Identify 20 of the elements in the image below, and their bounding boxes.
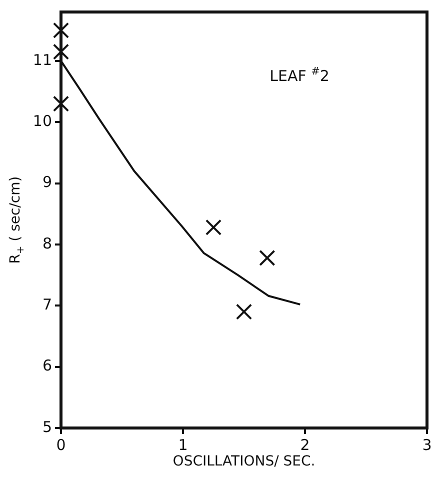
x-tick-label: 1 (178, 436, 188, 454)
y-tick-label: 7 (42, 296, 52, 314)
y-tick-label: 11 (32, 50, 52, 69)
y-tick-label: 8 (42, 234, 52, 252)
x-tick-label: 2 (300, 436, 310, 454)
x-axis-title: OSCILLATIONS/ SEC. (172, 454, 316, 470)
y-tick-label: 6 (42, 356, 52, 375)
point (205, 219, 222, 236)
annotation: LEAF #2 (270, 65, 330, 85)
y-axis-title: R+ ( sec/cm) (8, 176, 26, 264)
point (52, 22, 70, 38)
y-tick-label: 5 (42, 418, 52, 436)
point (236, 304, 252, 320)
y-tick-label: 9 (42, 173, 52, 192)
x-tick-label: 0 (56, 436, 66, 454)
point (259, 250, 276, 266)
point (52, 44, 70, 60)
y-tick-label: 10 (32, 112, 52, 130)
x-tick-label: 3 (422, 436, 432, 454)
point (52, 96, 70, 112)
